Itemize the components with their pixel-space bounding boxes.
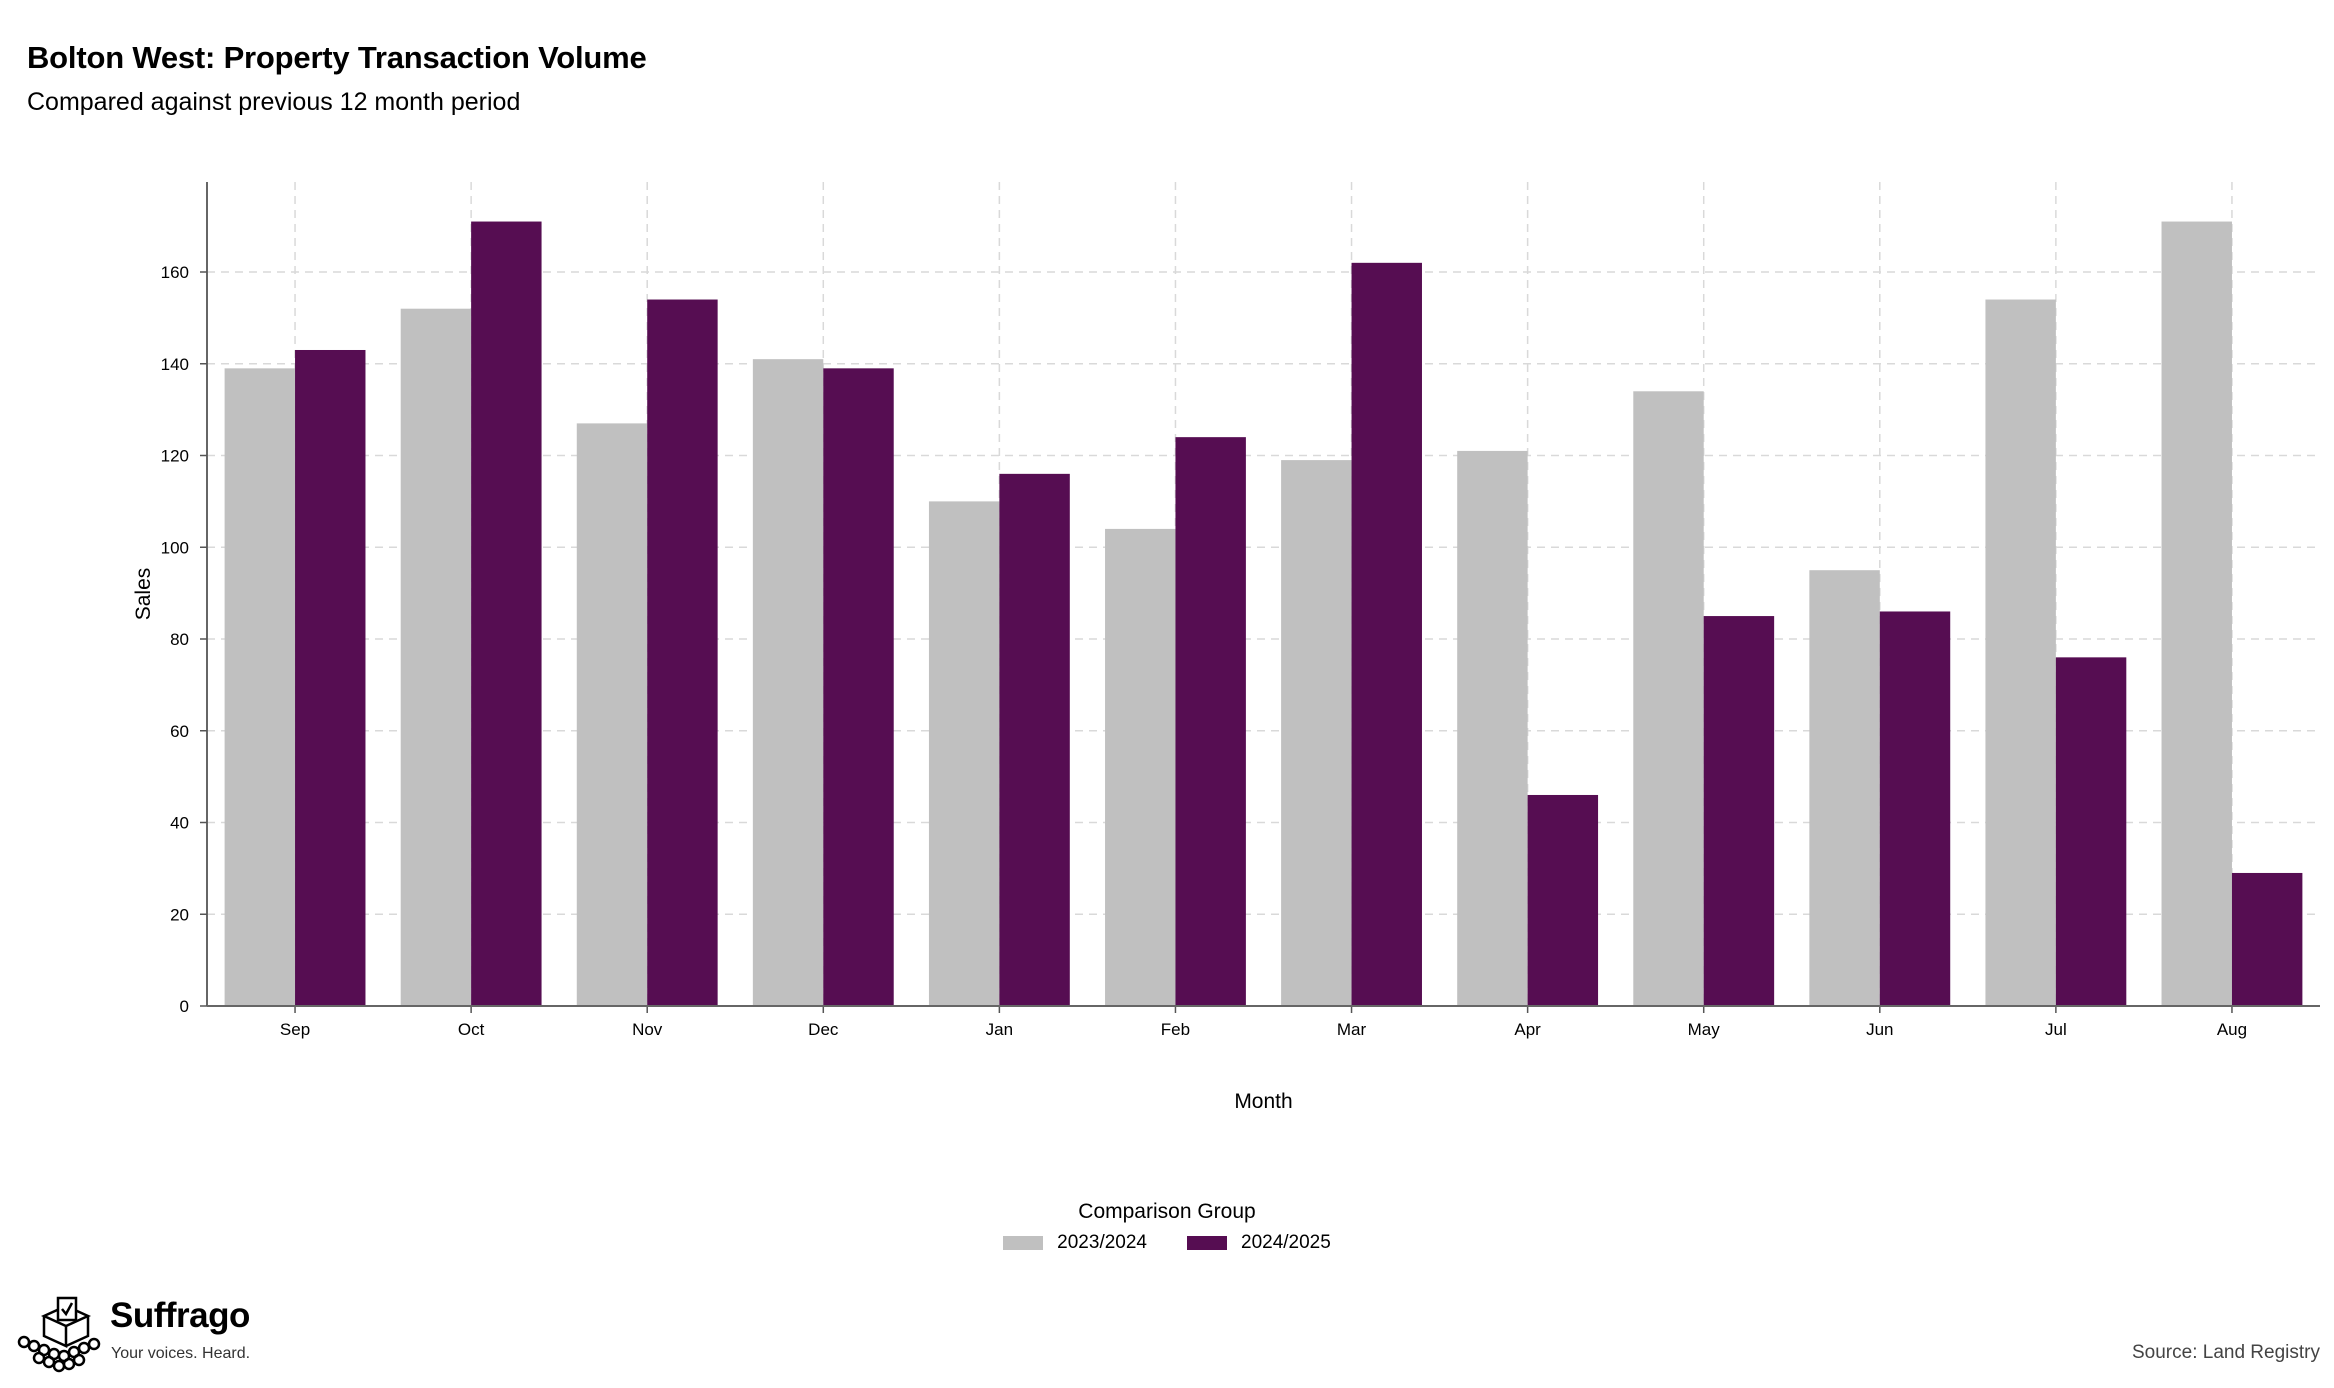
bar-feb-2024-2025 — [1175, 437, 1246, 1006]
bar-dec-2023-2024 — [752, 359, 824, 1007]
source-note: Source: Land Registry — [2132, 1342, 2320, 1363]
bar-feb-2023-2024 — [1105, 528, 1176, 1006]
axes — [200, 182, 2320, 1013]
x-tick-label: Jul — [2045, 1020, 2067, 1039]
y-tick-label: 120 — [161, 447, 189, 466]
chart-subtitle: Compared against previous 12 month perio… — [27, 88, 521, 116]
chart-title: Bolton West: Property Transaction Volume — [27, 40, 647, 75]
bar-jul-2023-2024 — [1985, 299, 2056, 1006]
legend-items: 2023/2024 2024/2025 — [1003, 1232, 1331, 1254]
y-tick-label: 160 — [161, 263, 189, 282]
legend-item-2024-2025: 2024/2025 — [1187, 1232, 1331, 1254]
x-tick-label: May — [1688, 1020, 1721, 1039]
bar-nov-2024-2025 — [647, 299, 718, 1006]
bar-aug-2024-2025 — [2231, 872, 2303, 1006]
x-tick-label: Apr — [1514, 1020, 1541, 1039]
bar-mar-2024-2025 — [1351, 262, 1422, 1006]
x-tick-label: Dec — [808, 1020, 839, 1039]
y-tick-label: 80 — [170, 630, 189, 649]
y-tick-label: 20 — [170, 905, 189, 924]
y-tick-label: 40 — [170, 814, 189, 833]
legend-swatch — [1003, 1236, 1044, 1250]
x-tick-label: Jan — [986, 1020, 1013, 1039]
legend: Comparison Group 2023/2024 2024/2025 — [0, 1200, 2334, 1255]
y-tick-label: 60 — [170, 722, 189, 741]
bars — [224, 221, 2303, 1007]
x-tick-label: Sep — [280, 1020, 310, 1039]
tick-labels: 0 20 40 60 80 100 120 140 160 Sep Oct Nov Dec Jan Feb M… — [161, 263, 2247, 1039]
bar-apr-2023-2024 — [1457, 450, 1528, 1007]
x-axis-title: Month — [1234, 1090, 1292, 1113]
brand-name: Suffrago — [110, 1296, 250, 1335]
bar-jun-2024-2025 — [1879, 611, 1951, 1006]
bar-may-2024-2025 — [1703, 616, 1775, 1006]
legend-swatch — [1187, 1236, 1227, 1250]
y-axis-title: Sales — [132, 568, 155, 621]
bar-sep-2024-2025 — [295, 349, 366, 1006]
legend-label: 2024/2025 — [1241, 1232, 1331, 1253]
y-tick-label: 100 — [161, 538, 189, 557]
bar-mar-2023-2024 — [1281, 460, 1352, 1006]
bar-oct-2023-2024 — [400, 308, 472, 1006]
bar-jan-2023-2024 — [928, 501, 1000, 1006]
bar-may-2023-2024 — [1633, 391, 1704, 1006]
bar-aug-2023-2024 — [2161, 221, 2232, 1007]
bar-oct-2024-2025 — [471, 221, 542, 1007]
ballot-box-logo-icon — [17, 1296, 101, 1373]
bar-jan-2024-2025 — [999, 473, 1070, 1007]
legend-label: 2023/2024 — [1057, 1232, 1147, 1253]
legend-title: Comparison Group — [1078, 1200, 1256, 1223]
y-tick-label: 140 — [161, 355, 189, 374]
x-tick-label: Mar — [1337, 1020, 1367, 1039]
x-tick-label: Nov — [632, 1020, 663, 1039]
legend-item-2023-2024: 2023/2024 — [1003, 1232, 1147, 1254]
y-tick-label: 0 — [180, 997, 189, 1016]
bar-nov-2023-2024 — [576, 423, 648, 1006]
x-tick-label: Feb — [1161, 1020, 1190, 1039]
brand-tagline: Your voices. Heard. — [111, 1345, 251, 1362]
x-tick-label: Oct — [458, 1020, 485, 1039]
x-tick-label: Aug — [2217, 1020, 2247, 1039]
bar-chart: 0 20 40 60 80 100 120 140 160 Sep Oct Nov Dec Jan Feb M… — [132, 182, 2320, 1113]
x-tick-label: Jun — [1866, 1020, 1893, 1039]
bar-sep-2023-2024 — [224, 368, 296, 1006]
bar-dec-2024-2025 — [823, 368, 894, 1006]
bar-apr-2024-2025 — [1527, 794, 1599, 1006]
bar-jul-2024-2025 — [2055, 657, 2127, 1006]
bar-jun-2023-2024 — [1809, 570, 1880, 1006]
